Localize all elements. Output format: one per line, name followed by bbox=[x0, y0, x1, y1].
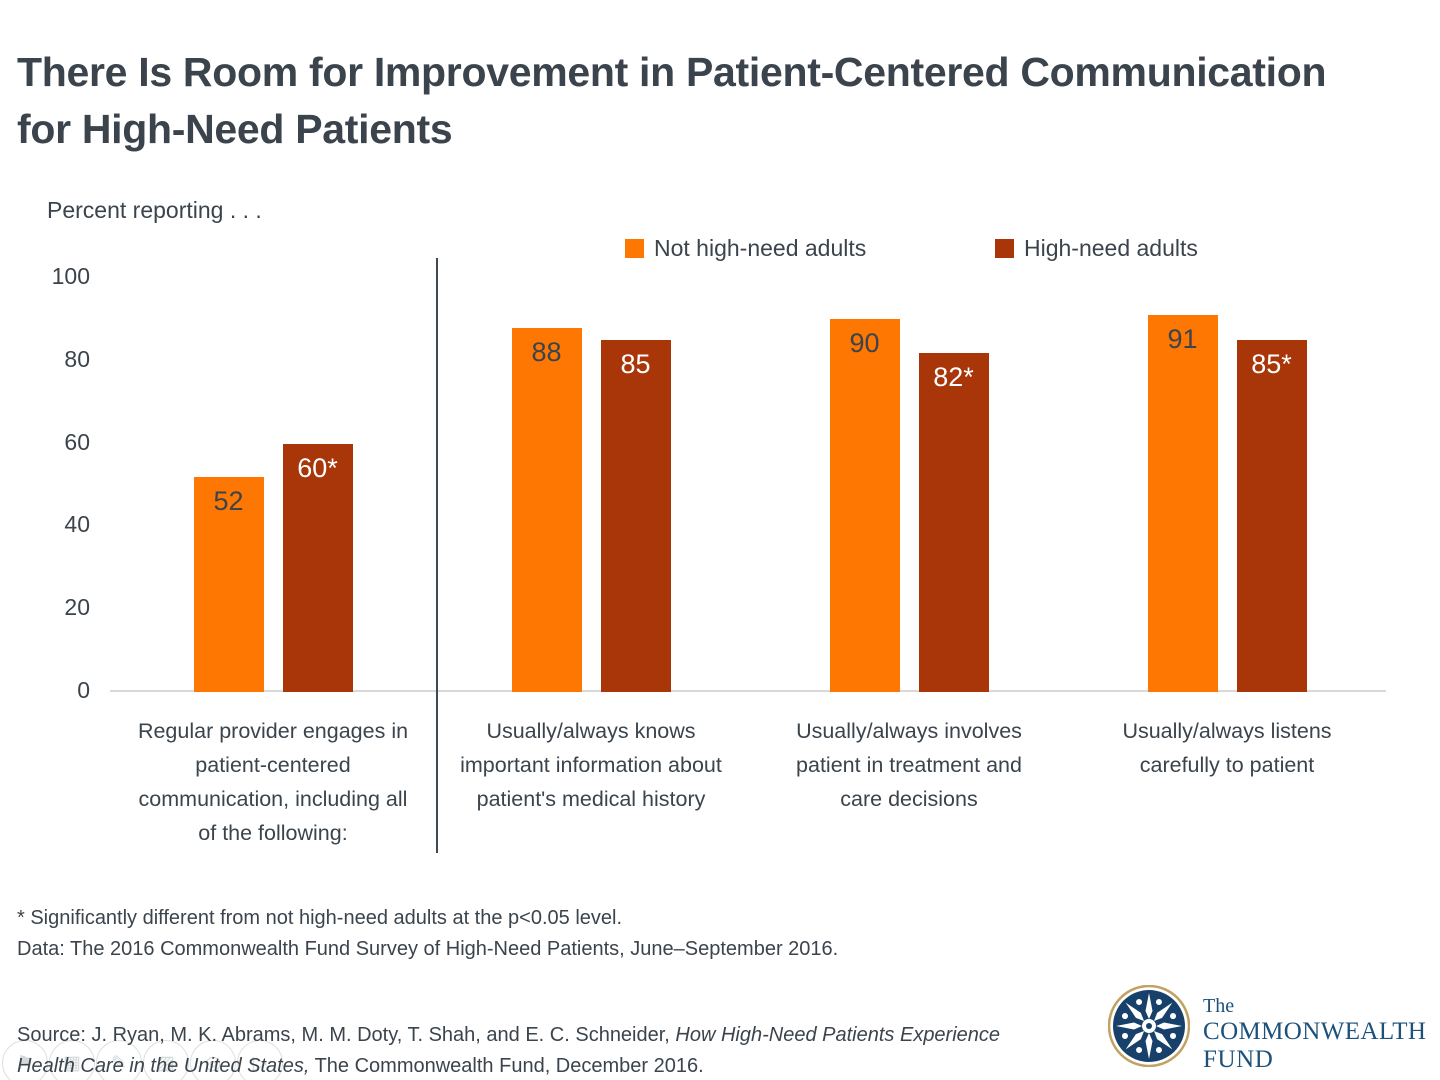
bar-not-high-need-group-3 bbox=[829, 319, 900, 692]
bar-value-label-not-high-need-group-1: 52 bbox=[213, 485, 244, 516]
legend-item-high-need: High-need adults bbox=[995, 235, 1198, 262]
bar-value-label-high-need-group-3: 82* bbox=[933, 361, 974, 392]
y-axis-tick-60: 60 bbox=[64, 428, 90, 455]
placeholder-pencil-icon: ✎ bbox=[96, 1040, 142, 1080]
y-axis-tick-40: 40 bbox=[64, 511, 90, 538]
bar-not-high-need-group-1 bbox=[193, 476, 264, 692]
placeholder-icon-row: ⚑ ▦ ✎ ▨ ◎ ▷ bbox=[2, 1040, 284, 1080]
footnotes: * Significantly different from not high-… bbox=[17, 903, 838, 965]
commonwealth-fund-logo-icon bbox=[1107, 984, 1191, 1072]
y-axis-label: Percent reporting . . . bbox=[47, 197, 262, 223]
category-label-2: Usually/always knows important informati… bbox=[460, 719, 722, 811]
legend-item-not-high-need: Not high-need adults bbox=[625, 235, 866, 262]
bar-value-label-high-need-group-2: 85 bbox=[620, 349, 651, 380]
source-prefix: Source: J. Ryan, M. K. Abrams, M. M. Dot… bbox=[17, 1024, 676, 1046]
page-title: There Is Room for Improvement in Patient… bbox=[17, 44, 1327, 158]
placeholder-table-icon: ▦ bbox=[49, 1040, 95, 1080]
bar-not-high-need-group-4 bbox=[1147, 315, 1218, 692]
bar-value-label-high-need-group-1: 60* bbox=[297, 452, 338, 483]
legend-swatch-icon bbox=[625, 239, 644, 258]
commonwealth-fund-logo-text: The COMMONWEALTH FUND bbox=[1203, 995, 1426, 1074]
title-line-1: There Is Room for Improvement in Patient… bbox=[17, 49, 1327, 95]
y-axis-tick-0: 0 bbox=[77, 677, 90, 704]
placeholder-search-icon: ◎ bbox=[190, 1040, 236, 1080]
placeholder-flag-icon: ⚑ bbox=[2, 1040, 48, 1080]
bar-value-label-not-high-need-group-3: 90 bbox=[849, 328, 880, 359]
bar-high-need-group-3 bbox=[918, 352, 989, 692]
legend-label: High-need adults bbox=[1024, 235, 1198, 261]
title-line-2: for High-Need Patients bbox=[17, 106, 453, 152]
bar-not-high-need-group-2 bbox=[511, 327, 582, 692]
y-axis-tick-20: 20 bbox=[64, 594, 90, 621]
logo-word-commonwealth: COMMONWEALTH bbox=[1203, 1018, 1427, 1045]
bar-value-label-not-high-need-group-4: 91 bbox=[1167, 324, 1198, 355]
placeholder-picture-icon: ▨ bbox=[143, 1040, 189, 1080]
y-axis-tick-100: 100 bbox=[51, 263, 90, 290]
data-footnote: Data: The 2016 Commonwealth Fund Survey … bbox=[17, 938, 839, 960]
y-axis-tick-80: 80 bbox=[64, 345, 90, 372]
category-label-1: Regular provider engages in patient-cent… bbox=[137, 719, 409, 845]
placeholder-media-icon: ▷ bbox=[237, 1040, 283, 1080]
source-publication-title: How High-Need Patients Experience Health… bbox=[17, 1024, 1001, 1077]
bar-high-need-group-4 bbox=[1236, 340, 1307, 692]
source-citation: Source: J. Ryan, M. K. Abrams, M. M. Dot… bbox=[17, 1020, 1017, 1080]
x-axis-line bbox=[110, 690, 1386, 692]
legend-label: Not high-need adults bbox=[654, 235, 867, 261]
logo-word-the: The bbox=[1203, 995, 1235, 1017]
category-divider-line bbox=[436, 258, 438, 853]
category-label-3: Usually/always involves patient in treat… bbox=[796, 719, 1022, 811]
logo-word-fund: FUND bbox=[1203, 1046, 1274, 1073]
category-label-4: Usually/always listens carefully to pati… bbox=[1122, 719, 1332, 777]
bar-value-label-not-high-need-group-2: 88 bbox=[531, 336, 562, 367]
source-suffix: The Commonwealth Fund, December 2016. bbox=[309, 1055, 704, 1077]
legend-swatch-icon bbox=[995, 239, 1014, 258]
bar-value-label-high-need-group-4: 85* bbox=[1251, 349, 1292, 380]
bar-high-need-group-2 bbox=[600, 340, 671, 692]
bar-high-need-group-1 bbox=[282, 443, 353, 692]
significance-footnote: * Significantly different from not high-… bbox=[17, 907, 623, 929]
